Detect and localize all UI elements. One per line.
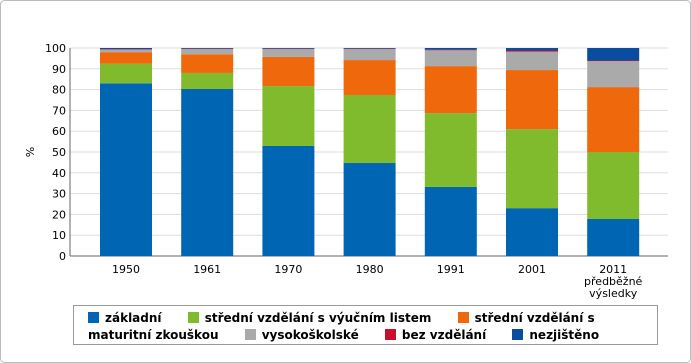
bar-segment bbox=[343, 48, 396, 49]
y-tick-label: 100 bbox=[45, 42, 66, 55]
bar-segment bbox=[506, 48, 558, 51]
y-tick-label: 80 bbox=[52, 84, 66, 97]
bar-segment bbox=[424, 113, 477, 187]
legend-label: střední vzdělání s maturitní zkouškou bbox=[88, 311, 595, 342]
y-tick-label: 20 bbox=[52, 208, 66, 221]
legend-label: střední vzdělání s výučním listem bbox=[204, 311, 432, 325]
bar-segment bbox=[181, 88, 234, 256]
bar-segment bbox=[262, 56, 315, 87]
bar-segment bbox=[181, 49, 234, 55]
bar-segment bbox=[262, 145, 315, 256]
legend: základní střední vzdělání s výučním list… bbox=[73, 305, 658, 345]
legend-swatch bbox=[384, 329, 396, 340]
bar-segment bbox=[506, 50, 558, 52]
bar-segment bbox=[262, 49, 315, 57]
legend-swatch bbox=[187, 312, 199, 323]
x-tick-label: 1970 bbox=[274, 263, 302, 276]
y-tick-label: 90 bbox=[52, 63, 66, 76]
legend-item: nezjištěno bbox=[512, 328, 599, 342]
bar-segment bbox=[424, 186, 477, 256]
x-tick-label: 1950 bbox=[112, 263, 140, 276]
bar-segment bbox=[343, 49, 396, 61]
bar-segment bbox=[506, 70, 558, 130]
x-tick-label: 1961 bbox=[193, 263, 221, 276]
bar-segment bbox=[587, 87, 640, 152]
legend-item: základní bbox=[88, 311, 162, 325]
bar-segment bbox=[506, 208, 558, 256]
legend-item: střední vzdělání s výučním listem bbox=[187, 311, 432, 325]
bar-segment bbox=[100, 52, 152, 64]
y-tick-label: 70 bbox=[52, 104, 66, 117]
bar-segment bbox=[587, 152, 640, 219]
bar-segment bbox=[100, 49, 152, 53]
bar-segment bbox=[262, 86, 315, 146]
legend-item: bez vzdělání bbox=[384, 328, 487, 342]
legend-swatch bbox=[457, 312, 469, 323]
bar-segment bbox=[343, 163, 396, 256]
y-tick-label: 40 bbox=[52, 167, 66, 180]
y-tick-label: 30 bbox=[52, 188, 66, 201]
bar-segment bbox=[100, 63, 152, 84]
bar-segment bbox=[181, 48, 234, 49]
bar-segment bbox=[424, 48, 477, 50]
legend-item: vysokoškolské bbox=[244, 328, 359, 342]
y-tick-label: 10 bbox=[52, 229, 66, 242]
bar-segment bbox=[587, 61, 640, 88]
y-tick-label: 50 bbox=[52, 146, 66, 159]
legend-swatch bbox=[88, 312, 99, 323]
legend-label: bez vzdělání bbox=[401, 328, 487, 342]
bar-segment bbox=[181, 54, 234, 73]
bar-segment bbox=[587, 218, 640, 256]
y-tick-label: 60 bbox=[52, 125, 66, 138]
bar-segment bbox=[587, 48, 640, 61]
bar-segment bbox=[506, 51, 558, 71]
bar-segment bbox=[587, 60, 640, 62]
x-tick-label: 2001 bbox=[518, 263, 546, 276]
bar-segment bbox=[262, 48, 315, 49]
x-tick-label: 2011 předběžné výsledky bbox=[584, 263, 643, 300]
x-tick-label: 1991 bbox=[437, 263, 465, 276]
legend-item: střední vzdělání s maturitní zkouškou bbox=[88, 311, 595, 342]
bar-segment bbox=[100, 83, 152, 256]
bar-segment bbox=[506, 129, 558, 209]
bar-segment bbox=[424, 66, 477, 114]
y-axis-label: % bbox=[24, 147, 37, 157]
bar-segment bbox=[343, 60, 396, 96]
bar-segment bbox=[181, 72, 234, 89]
bar-segment bbox=[100, 48, 152, 50]
y-tick-label: 0 bbox=[59, 250, 66, 263]
legend-label: vysokoškolské bbox=[261, 328, 359, 342]
bar-segment bbox=[343, 95, 396, 164]
legend-swatch bbox=[244, 329, 256, 340]
legend-label: nezjištěno bbox=[529, 328, 600, 342]
x-tick-label: 1980 bbox=[356, 263, 384, 276]
legend-swatch bbox=[512, 329, 524, 340]
legend-label: základní bbox=[105, 311, 162, 325]
bar-segment bbox=[424, 50, 477, 67]
bar-segment bbox=[424, 49, 477, 51]
